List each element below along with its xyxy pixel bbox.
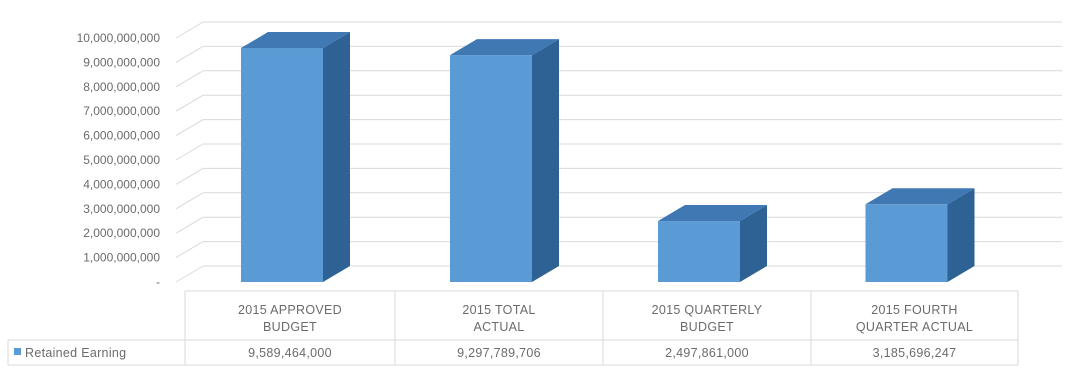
bar-top — [450, 39, 559, 56]
category-label: BUDGET — [263, 320, 317, 334]
y-tick-label: - — [156, 275, 160, 289]
data-table: 2015 APPROVED BUDGET 9,589,464,000 2015 TOT… — [7, 290, 1019, 366]
legend-label: Retained Earning — [25, 346, 126, 360]
category-label: 2015 APPROVED — [238, 303, 342, 317]
category-label: 2015 FOURTH — [871, 303, 957, 317]
chart-bars — [241, 32, 975, 283]
bar-front — [658, 221, 740, 282]
side-gridline — [175, 167, 204, 185]
y-tick-label: 7,000,000,000 — [83, 104, 160, 118]
y-tick-label: 10,000,000,000 — [77, 31, 161, 45]
side-gridline — [175, 143, 204, 161]
category-label: ACTUAL — [473, 320, 524, 334]
bar-top — [658, 205, 767, 222]
category-label: 2015 TOTAL — [462, 303, 535, 317]
y-tick-label: 9,000,000,000 — [83, 55, 160, 69]
y-axis-ticks: - 1,000,000,000 2,000,000,000 3,000,000,000… — [77, 31, 161, 289]
bar-top — [241, 32, 350, 49]
bar-side — [740, 205, 767, 282]
y-tick-label: 2,000,000,000 — [83, 226, 160, 240]
bar-side — [323, 32, 350, 283]
side-gridline — [175, 265, 204, 283]
y-tick-label: 8,000,000,000 — [83, 80, 160, 94]
side-gridline — [175, 94, 204, 112]
data-table-value: 9,297,789,706 — [457, 346, 541, 360]
side-gridline — [175, 119, 204, 137]
bar-side — [947, 188, 975, 282]
bar-top — [865, 188, 975, 205]
bar-side — [532, 39, 559, 283]
side-gridline — [175, 21, 204, 39]
legend-key — [14, 348, 21, 355]
bar-front — [450, 55, 532, 283]
side-gridline — [175, 45, 204, 63]
bar-front — [241, 48, 323, 283]
category-label: 2015 QUARTERLY — [652, 303, 763, 317]
side-gridline — [175, 70, 204, 88]
data-table-value: 3,185,696,247 — [873, 346, 957, 360]
y-tick-label: 5,000,000,000 — [83, 153, 160, 167]
category-label: BUDGET — [680, 320, 734, 334]
y-tick-label: 6,000,000,000 — [83, 129, 160, 143]
side-gridline — [175, 241, 204, 259]
data-table-value: 2,497,861,000 — [665, 346, 749, 360]
data-table-value: 9,589,464,000 — [248, 346, 332, 360]
category-label: QUARTER ACTUAL — [856, 320, 973, 334]
y-tick-label: 3,000,000,000 — [83, 202, 160, 216]
bar-front — [865, 204, 948, 282]
y-tick-label: 1,000,000,000 — [83, 251, 160, 265]
y-tick-label: 4,000,000,000 — [83, 177, 160, 191]
side-gridline — [175, 192, 204, 210]
side-gridline — [175, 216, 204, 234]
